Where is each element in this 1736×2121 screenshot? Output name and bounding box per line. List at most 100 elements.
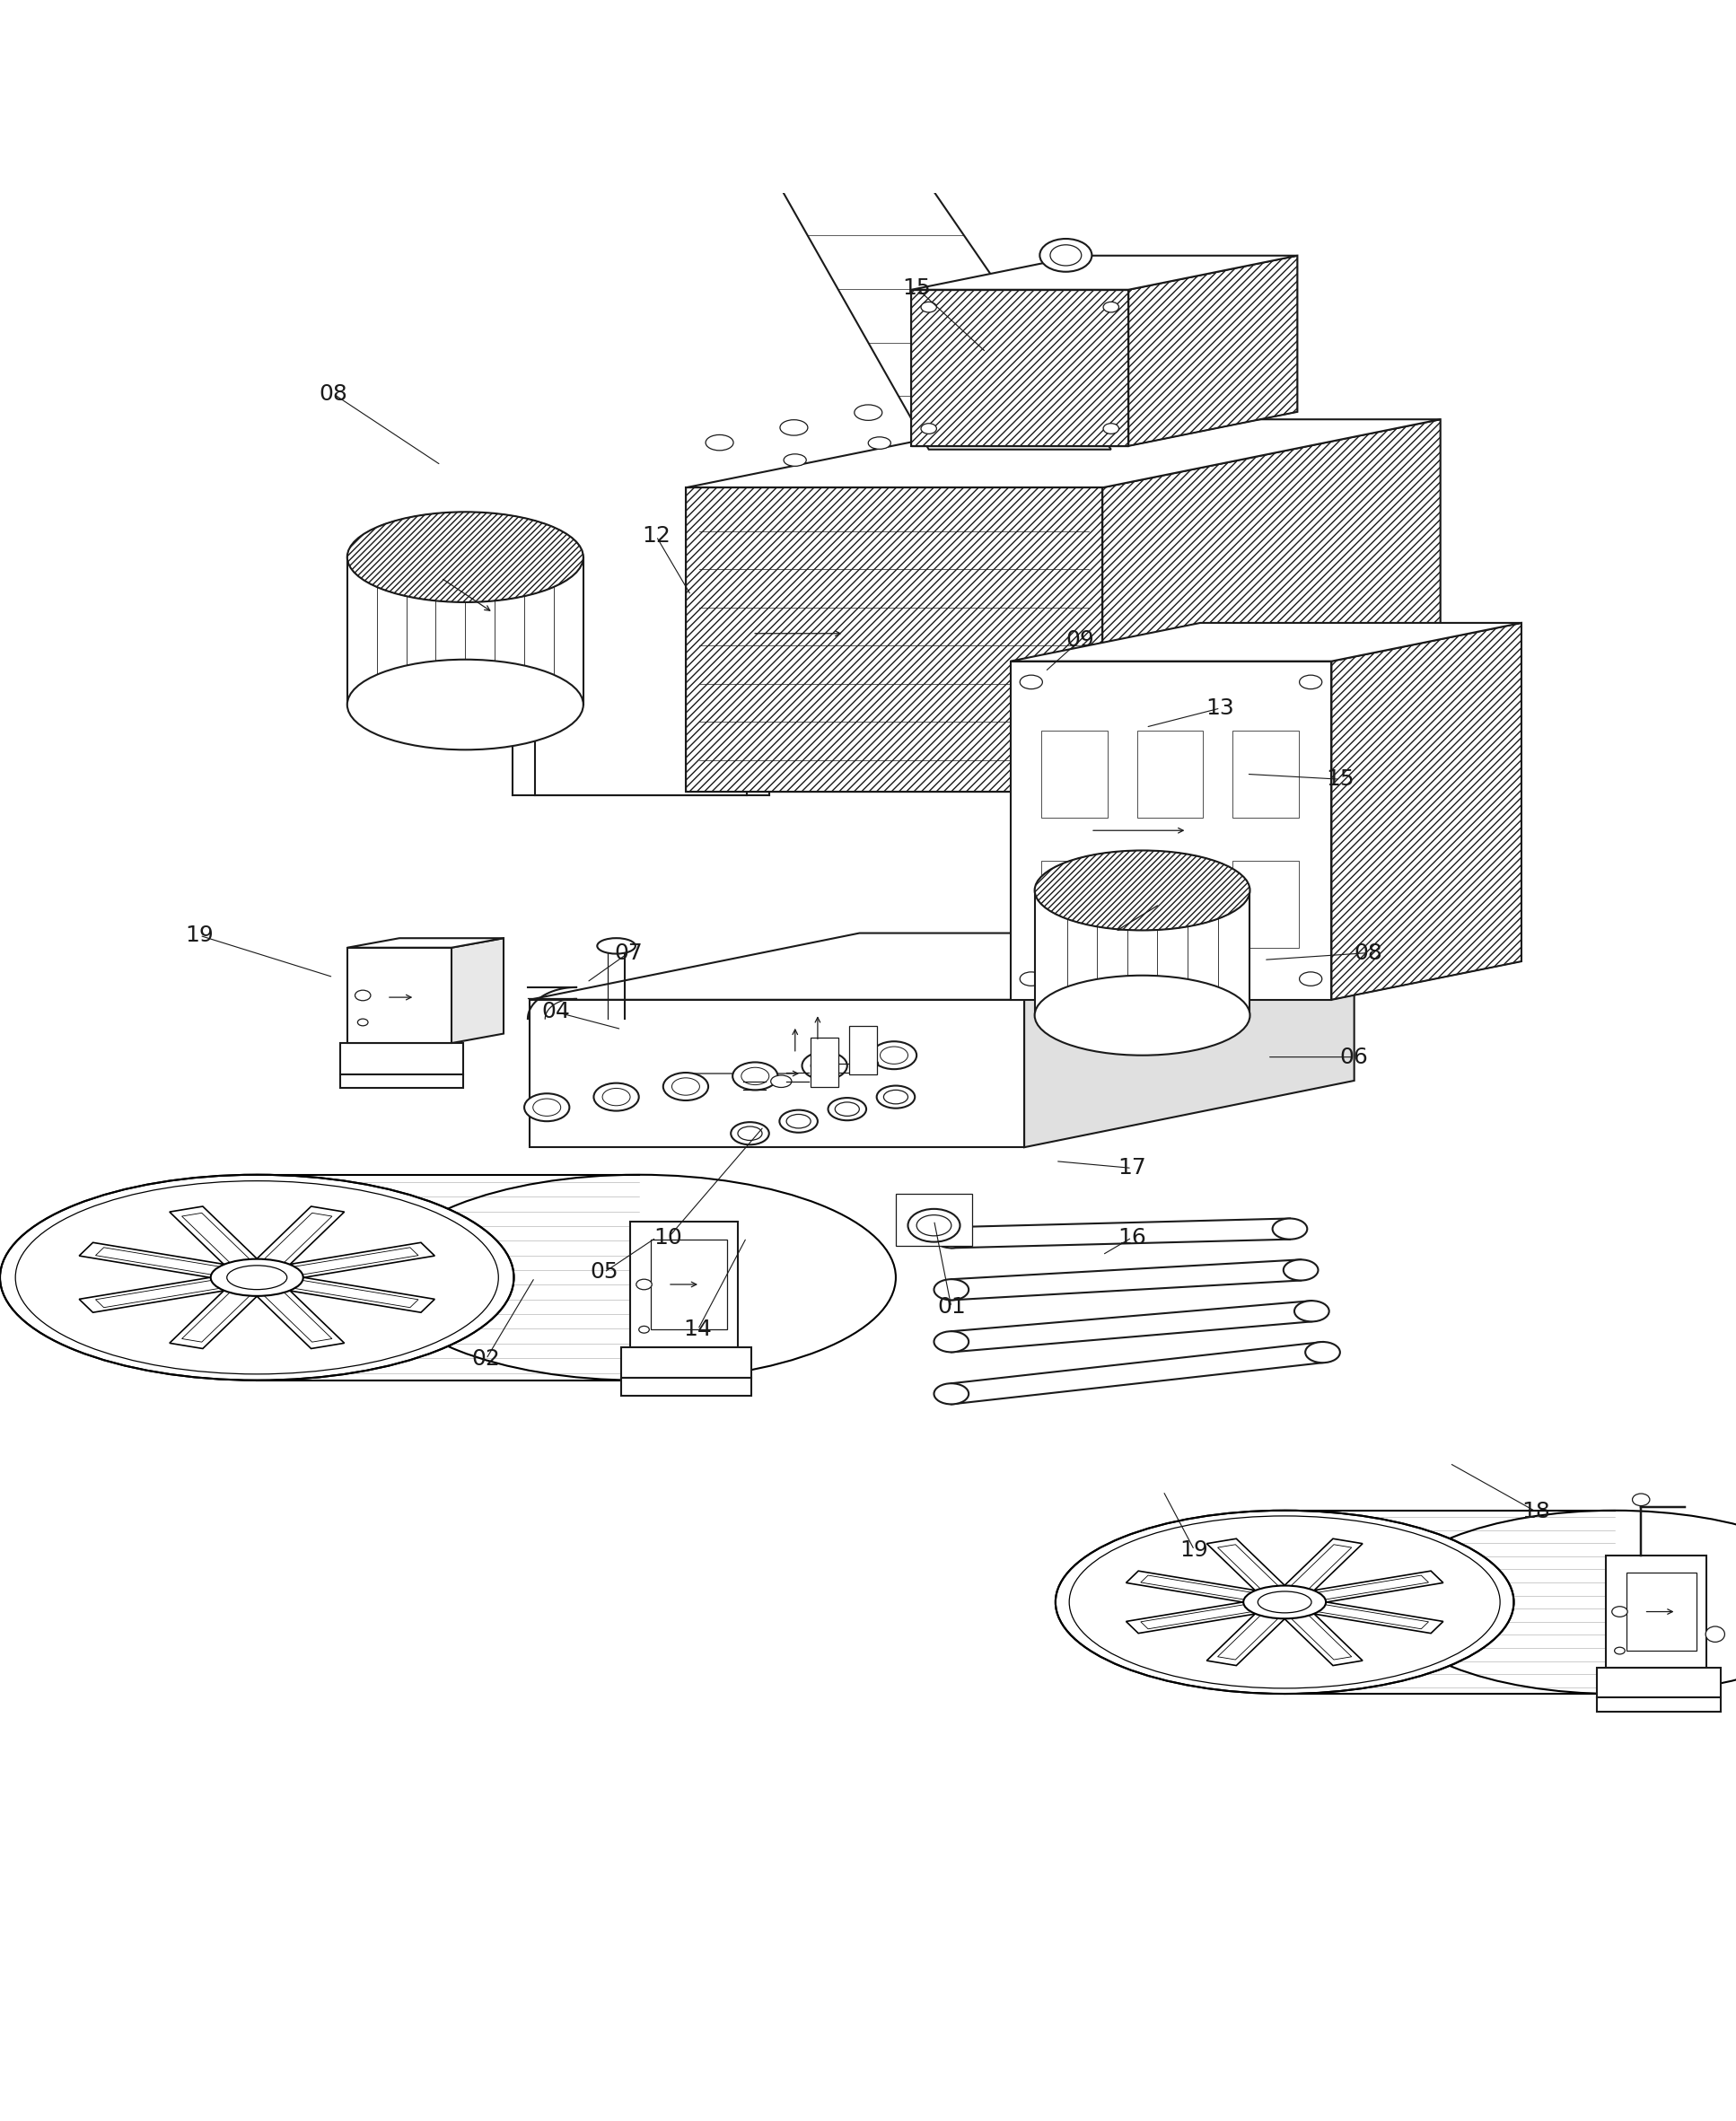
Ellipse shape <box>741 1067 769 1084</box>
Ellipse shape <box>779 420 807 435</box>
Polygon shape <box>529 933 1354 999</box>
Ellipse shape <box>779 1109 818 1133</box>
Ellipse shape <box>1040 240 1092 271</box>
Ellipse shape <box>210 1260 304 1296</box>
Ellipse shape <box>884 1090 908 1103</box>
Ellipse shape <box>639 1326 649 1332</box>
Polygon shape <box>686 488 1102 791</box>
Polygon shape <box>911 291 1128 445</box>
Ellipse shape <box>227 1266 286 1290</box>
Polygon shape <box>686 420 1441 488</box>
Ellipse shape <box>811 1056 838 1075</box>
Ellipse shape <box>382 1175 896 1381</box>
Ellipse shape <box>524 1094 569 1122</box>
Polygon shape <box>811 1037 838 1086</box>
Text: 19: 19 <box>1180 1540 1208 1561</box>
Ellipse shape <box>533 1099 561 1116</box>
Ellipse shape <box>1305 1343 1340 1362</box>
Ellipse shape <box>594 1084 639 1111</box>
Ellipse shape <box>868 437 891 450</box>
Ellipse shape <box>953 420 976 433</box>
Polygon shape <box>651 1239 727 1330</box>
Ellipse shape <box>880 1046 908 1065</box>
Polygon shape <box>896 1194 972 1247</box>
Ellipse shape <box>347 660 583 749</box>
Text: 17: 17 <box>1118 1158 1146 1179</box>
Polygon shape <box>1010 662 1332 999</box>
Ellipse shape <box>802 1052 847 1080</box>
Polygon shape <box>849 1027 877 1075</box>
Ellipse shape <box>934 1383 969 1404</box>
Polygon shape <box>1207 1538 1363 1665</box>
Polygon shape <box>1332 624 1521 999</box>
Ellipse shape <box>934 1228 969 1247</box>
Polygon shape <box>1127 1572 1443 1633</box>
Ellipse shape <box>1299 674 1323 689</box>
Ellipse shape <box>1611 1606 1628 1616</box>
Polygon shape <box>1597 1697 1720 1712</box>
Polygon shape <box>451 937 503 1044</box>
Polygon shape <box>529 999 1024 1147</box>
Polygon shape <box>170 1207 344 1349</box>
Text: 12: 12 <box>642 526 670 547</box>
Polygon shape <box>621 1379 752 1396</box>
Ellipse shape <box>771 1075 792 1088</box>
Ellipse shape <box>1035 976 1250 1056</box>
Ellipse shape <box>731 1122 769 1145</box>
Ellipse shape <box>1614 1648 1625 1654</box>
Polygon shape <box>80 1243 434 1313</box>
Ellipse shape <box>828 1099 866 1120</box>
Polygon shape <box>1597 1667 1720 1697</box>
Text: 08: 08 <box>319 384 347 405</box>
Ellipse shape <box>602 1088 630 1105</box>
Ellipse shape <box>934 1279 969 1300</box>
Ellipse shape <box>1104 301 1120 312</box>
Polygon shape <box>1627 1572 1696 1650</box>
Polygon shape <box>340 1044 464 1075</box>
Polygon shape <box>80 1243 434 1313</box>
Text: 07: 07 <box>615 942 642 963</box>
Text: 13: 13 <box>1207 698 1234 719</box>
Text: 01: 01 <box>937 1296 965 1317</box>
Ellipse shape <box>0 1175 514 1381</box>
Ellipse shape <box>854 405 882 420</box>
Ellipse shape <box>877 1086 915 1109</box>
Polygon shape <box>630 1222 738 1347</box>
Polygon shape <box>911 257 1297 291</box>
Ellipse shape <box>1295 1300 1330 1321</box>
Text: 15: 15 <box>903 278 930 299</box>
Ellipse shape <box>786 1114 811 1128</box>
Ellipse shape <box>835 1103 859 1116</box>
Polygon shape <box>778 182 1111 450</box>
Ellipse shape <box>1021 674 1042 689</box>
Ellipse shape <box>917 1215 951 1237</box>
Ellipse shape <box>814 1067 835 1080</box>
Ellipse shape <box>783 454 806 467</box>
Ellipse shape <box>858 1058 878 1071</box>
Text: 08: 08 <box>1354 942 1382 963</box>
Polygon shape <box>1606 1555 1706 1667</box>
Ellipse shape <box>705 435 733 450</box>
Ellipse shape <box>1259 1591 1311 1612</box>
Ellipse shape <box>347 511 583 602</box>
Polygon shape <box>1024 933 1354 1147</box>
Ellipse shape <box>733 1063 778 1090</box>
Text: 06: 06 <box>1340 1046 1368 1067</box>
Ellipse shape <box>920 424 937 435</box>
Text: 04: 04 <box>542 1001 569 1022</box>
Polygon shape <box>1128 257 1297 445</box>
Ellipse shape <box>1283 1260 1318 1281</box>
Text: 19: 19 <box>186 925 214 946</box>
Ellipse shape <box>1632 1493 1649 1506</box>
Ellipse shape <box>929 390 957 405</box>
Ellipse shape <box>597 937 635 954</box>
Polygon shape <box>621 1347 752 1379</box>
Ellipse shape <box>871 1041 917 1069</box>
Polygon shape <box>347 948 451 1044</box>
Polygon shape <box>347 558 583 704</box>
Polygon shape <box>1207 1538 1363 1665</box>
Polygon shape <box>1035 891 1250 1016</box>
Ellipse shape <box>356 991 372 1001</box>
Ellipse shape <box>1104 424 1120 435</box>
Text: 18: 18 <box>1522 1502 1550 1523</box>
